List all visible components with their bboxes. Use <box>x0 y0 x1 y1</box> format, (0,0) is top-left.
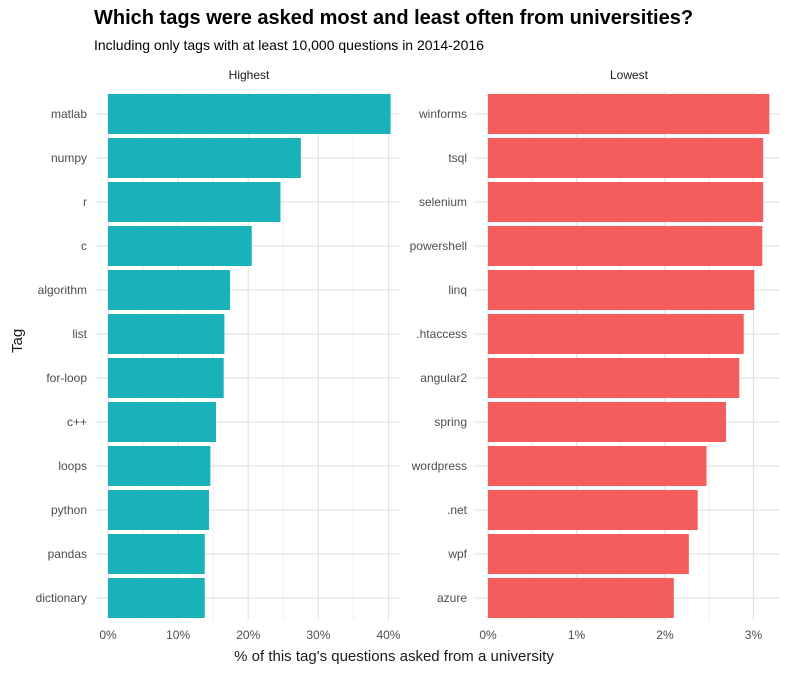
bar <box>488 534 689 574</box>
x-tick-label: 3% <box>745 628 763 642</box>
bar <box>488 578 674 618</box>
facet-label: Lowest <box>610 68 649 82</box>
facet-label: Highest <box>229 68 270 82</box>
bar <box>488 490 698 530</box>
chart-title: Which tags were asked most and least oft… <box>94 7 694 29</box>
x-tick-label: 0% <box>479 628 497 642</box>
x-tick-label: 2% <box>656 628 674 642</box>
category-tick-label: selenium <box>419 195 467 209</box>
x-tick-label: 40% <box>376 628 400 642</box>
category-tick-label: loops <box>58 459 87 473</box>
category-tick-label: powershell <box>410 239 467 253</box>
bar <box>488 138 764 178</box>
x-axis-label: % of this tag's questions asked from a u… <box>234 648 554 665</box>
x-tick-label: 10% <box>166 628 190 642</box>
bar <box>488 270 755 310</box>
y-axis-label: Tag <box>9 328 26 353</box>
bar <box>108 358 224 398</box>
category-tick-label: linq <box>448 283 467 297</box>
bar <box>108 226 252 266</box>
bar <box>108 182 281 222</box>
bar <box>108 138 301 178</box>
bar <box>488 402 727 442</box>
category-tick-label: .htaccess <box>416 327 467 341</box>
chart-subtitle: Including only tags with at least 10,000… <box>94 37 484 53</box>
bar <box>488 94 770 134</box>
bar <box>108 314 225 354</box>
category-tick-label: r <box>83 195 87 209</box>
bar <box>108 94 391 134</box>
x-tick-label: 0% <box>99 628 117 642</box>
category-tick-label: dictionary <box>36 591 87 605</box>
bar <box>488 314 744 354</box>
category-tick-label: wpf <box>447 547 467 561</box>
x-tick-label: 1% <box>568 628 586 642</box>
category-tick-label: list <box>72 327 87 341</box>
x-tick-label: 20% <box>236 628 260 642</box>
bar <box>108 534 205 574</box>
bar <box>108 270 231 310</box>
category-tick-label: angular2 <box>420 371 467 385</box>
category-tick-label: .net <box>447 503 468 517</box>
x-tick-label: 30% <box>306 628 330 642</box>
category-tick-label: wordpress <box>411 459 467 473</box>
category-tick-label: winforms <box>418 107 467 121</box>
category-tick-label: tsql <box>448 151 467 165</box>
bar <box>488 446 707 486</box>
category-tick-label: pandas <box>48 547 87 561</box>
category-tick-label: python <box>51 503 87 517</box>
bar <box>108 490 209 530</box>
category-tick-label: numpy <box>51 151 87 165</box>
category-tick-label: for-loop <box>46 371 87 385</box>
bar <box>108 402 216 442</box>
category-tick-label: c++ <box>67 415 87 429</box>
bar <box>108 446 211 486</box>
category-tick-label: azure <box>437 591 467 605</box>
category-tick-label: algorithm <box>38 283 87 297</box>
category-tick-label: spring <box>434 415 467 429</box>
category-tick-label: matlab <box>51 107 87 121</box>
category-tick-label: c <box>81 239 87 253</box>
bar <box>488 358 740 398</box>
bar <box>108 578 205 618</box>
bar <box>488 182 764 222</box>
bar <box>488 226 763 266</box>
